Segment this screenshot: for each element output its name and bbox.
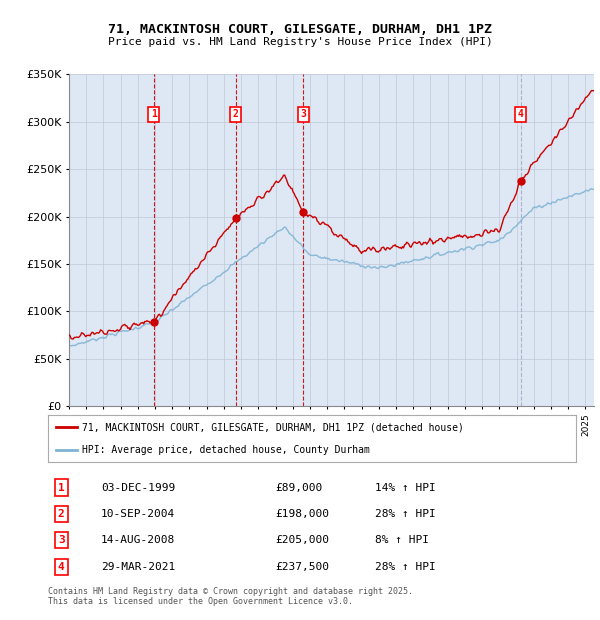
Text: £237,500: £237,500 bbox=[275, 562, 329, 572]
Text: 2: 2 bbox=[233, 109, 239, 119]
Text: 3: 3 bbox=[58, 535, 65, 546]
Text: 71, MACKINTOSH COURT, GILESGATE, DURHAM, DH1 1PZ: 71, MACKINTOSH COURT, GILESGATE, DURHAM,… bbox=[108, 24, 492, 36]
Text: Price paid vs. HM Land Registry's House Price Index (HPI): Price paid vs. HM Land Registry's House … bbox=[107, 37, 493, 47]
Text: 8% ↑ HPI: 8% ↑ HPI bbox=[376, 535, 430, 546]
Text: 4: 4 bbox=[518, 109, 524, 119]
Text: 3: 3 bbox=[301, 109, 307, 119]
Text: 28% ↑ HPI: 28% ↑ HPI bbox=[376, 509, 436, 519]
Text: 1: 1 bbox=[58, 482, 65, 493]
Text: £198,000: £198,000 bbox=[275, 509, 329, 519]
Text: 2: 2 bbox=[58, 509, 65, 519]
Text: 4: 4 bbox=[58, 562, 65, 572]
Text: 29-MAR-2021: 29-MAR-2021 bbox=[101, 562, 175, 572]
Text: 1: 1 bbox=[151, 109, 157, 119]
Text: 03-DEC-1999: 03-DEC-1999 bbox=[101, 482, 175, 493]
Text: 10-SEP-2004: 10-SEP-2004 bbox=[101, 509, 175, 519]
Text: 14% ↑ HPI: 14% ↑ HPI bbox=[376, 482, 436, 493]
Text: Contains HM Land Registry data © Crown copyright and database right 2025.
This d: Contains HM Land Registry data © Crown c… bbox=[48, 587, 413, 606]
Text: 71, MACKINTOSH COURT, GILESGATE, DURHAM, DH1 1PZ (detached house): 71, MACKINTOSH COURT, GILESGATE, DURHAM,… bbox=[82, 422, 464, 432]
Text: 28% ↑ HPI: 28% ↑ HPI bbox=[376, 562, 436, 572]
Text: £89,000: £89,000 bbox=[275, 482, 322, 493]
Text: 14-AUG-2008: 14-AUG-2008 bbox=[101, 535, 175, 546]
Text: £205,000: £205,000 bbox=[275, 535, 329, 546]
Text: HPI: Average price, detached house, County Durham: HPI: Average price, detached house, Coun… bbox=[82, 445, 370, 455]
